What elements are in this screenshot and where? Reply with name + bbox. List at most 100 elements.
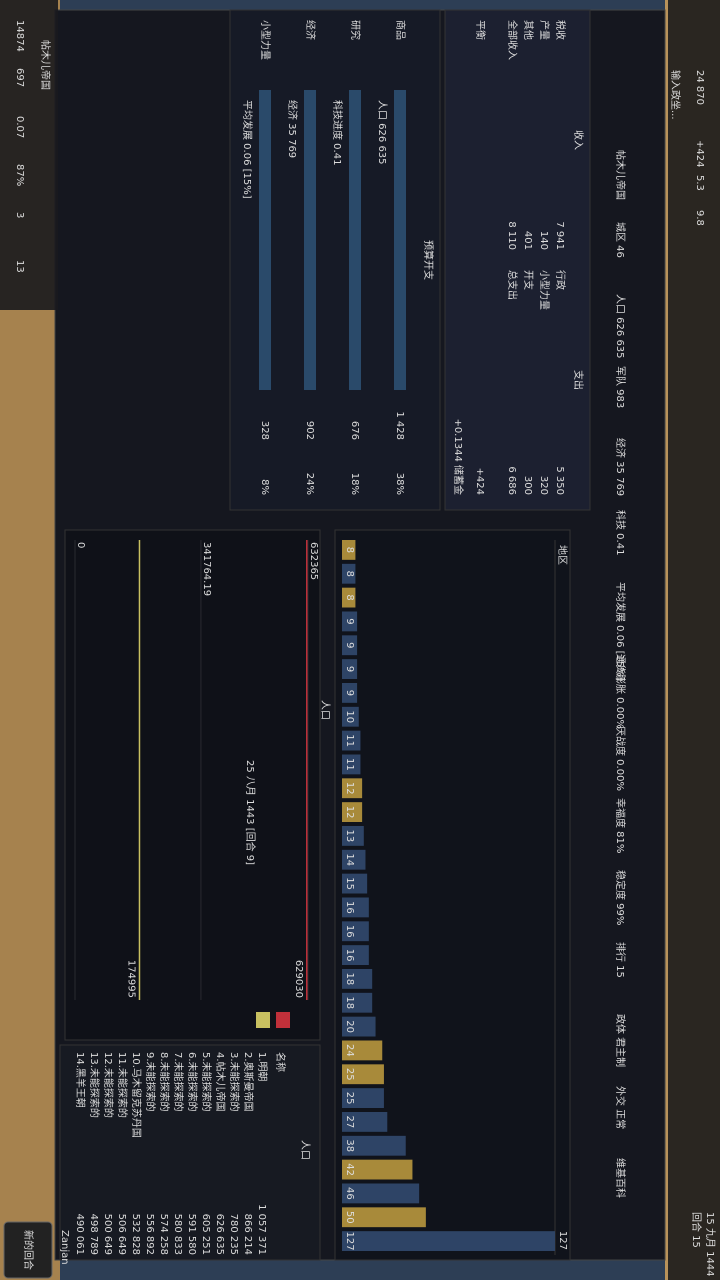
income-label: 全部收入 <box>506 20 519 60</box>
country-stat: 13 <box>14 260 25 273</box>
bar <box>341 873 368 894</box>
bar-label: 25 <box>344 1068 355 1081</box>
country-stat: 3 <box>14 212 25 218</box>
series-flag <box>256 1012 270 1028</box>
bar <box>341 635 358 656</box>
stat: 帖木儿帝国 <box>614 150 627 200</box>
spending-panel <box>229 9 441 511</box>
bar <box>342 945 369 966</box>
country-stat: 697 <box>14 68 25 87</box>
bar <box>341 802 363 823</box>
spending-title: 预算开支 <box>422 240 435 280</box>
spending-value: 676 <box>349 421 360 440</box>
bar-label: 10 <box>344 710 355 723</box>
spending-label: 商品 <box>394 20 407 40</box>
spending-note: 经济 35 769 <box>286 100 299 158</box>
stat: 稳定度 99% <box>614 870 627 925</box>
bar <box>342 826 364 846</box>
ranking-value: 574 258 <box>158 1214 169 1255</box>
ranking-value: 866 214 <box>242 1214 253 1255</box>
stat: 排行 15 <box>614 942 627 978</box>
bar-label: 16 <box>344 925 355 938</box>
ranking-name: 14.黑羊王朝 <box>74 1052 87 1108</box>
income-value: 7 941 <box>554 221 565 250</box>
end-turn: 新的回合 <box>22 1230 35 1270</box>
bar <box>341 683 358 703</box>
bar <box>342 1064 384 1085</box>
bar <box>341 992 373 1013</box>
bar-label: 18 <box>344 973 355 986</box>
bar-label: 8 <box>344 594 355 600</box>
savings: +0.1344 储蓄金 <box>452 418 465 495</box>
stat: 外交 正常 <box>614 1086 627 1129</box>
bar-label: 12 <box>344 806 355 819</box>
ranking-name: 3.未能探索的 <box>228 1052 241 1112</box>
expense-label: 开支 <box>522 270 534 290</box>
country-stat: 0.07 <box>14 116 25 138</box>
income-label: 税收 <box>554 20 567 40</box>
date: 15 九月 1444 <box>704 1212 716 1277</box>
bar-label: 8 <box>344 571 355 577</box>
ranking-value: 591 580 <box>186 1214 197 1255</box>
expense-header: 支出 <box>572 370 585 390</box>
series-flag <box>276 1012 290 1028</box>
ranking-name: 2.奥斯曼帝国 <box>242 1052 255 1112</box>
country-panel <box>0 0 58 310</box>
bar <box>341 611 358 632</box>
bar-label: 9 <box>344 690 355 696</box>
spending-value: 328 <box>259 421 270 440</box>
bar <box>342 897 369 918</box>
budget-panel <box>444 9 591 511</box>
expense-value: 5 350 <box>554 466 565 495</box>
balance: +424 <box>474 468 485 495</box>
ranking-name: 1.明朝 <box>256 1052 268 1082</box>
income-header: 收入 <box>572 130 585 150</box>
ranking-name: 9.未能探索的 <box>144 1052 157 1112</box>
ranking-value: 780 235 <box>228 1214 239 1255</box>
spending-label: 小型力量 <box>259 20 272 60</box>
chart-title: 人口 <box>319 700 331 720</box>
spending-bar <box>304 90 316 390</box>
stat: 厌战度 0.00% <box>614 726 627 791</box>
bar-label: 9 <box>344 642 355 648</box>
bar-label: 16 <box>344 949 355 962</box>
bar <box>341 1135 406 1156</box>
stat: 经济 35 769 <box>614 438 627 496</box>
top-bar <box>668 0 720 1280</box>
bar-label: 8 <box>344 547 355 553</box>
income-value: 140 <box>538 231 549 250</box>
ranking-value: 605 251 <box>200 1214 211 1255</box>
y-tick-label: 632365 <box>308 542 319 580</box>
y-tick-label: 0 <box>75 542 86 548</box>
end-turn-button[interactable] <box>3 1221 53 1279</box>
spending-pct: 38% <box>394 473 405 495</box>
diplomacy: 9.8 <box>694 210 705 226</box>
spending-note: 人口 626 635 <box>376 100 388 165</box>
bar-label: 15 <box>344 877 355 890</box>
bar-label: 16 <box>344 901 355 914</box>
balance-label: 平衡 <box>474 20 486 40</box>
bar-label: 11 <box>344 734 355 747</box>
ranking-value: 580 833 <box>172 1214 183 1255</box>
turn: 回合 15 <box>690 1212 703 1248</box>
expense-value: 300 <box>522 476 533 495</box>
bar-label: 127 <box>344 1232 355 1251</box>
bar <box>342 587 356 608</box>
data-label: 629030 <box>293 960 304 998</box>
bar-label: 12 <box>344 782 355 795</box>
ranking-value: 500 649 <box>102 1214 113 1255</box>
bar-label: 9 <box>344 666 355 672</box>
spending-bar <box>349 90 361 390</box>
stat: 政体 君主制 <box>614 1014 627 1067</box>
bar <box>342 730 361 751</box>
bar-label: 38 <box>344 1139 355 1152</box>
income-value: 401 <box>522 231 533 250</box>
income-label: 其他 <box>522 20 535 40</box>
expense-label: 小型力量 <box>538 270 551 310</box>
bar-label: 25 <box>344 1092 355 1105</box>
ranking-name: 7.未能探索的 <box>172 1052 185 1112</box>
ranking-name: 6.未能探索的 <box>186 1052 199 1112</box>
spending-note: 科技进度 0.41 <box>331 100 344 165</box>
income-value: 8 110 <box>506 221 517 250</box>
